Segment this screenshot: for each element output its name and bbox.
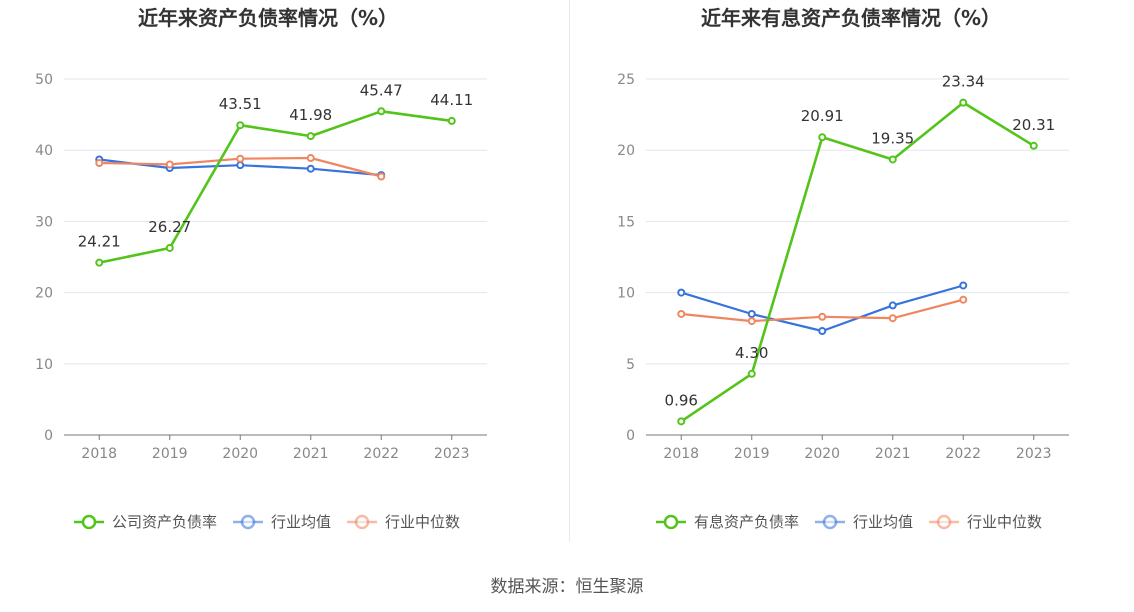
legend-marker (663, 514, 679, 530)
data-label: 43.51 (219, 95, 262, 113)
data-label: 45.47 (360, 81, 403, 99)
data-point (1029, 141, 1038, 150)
data-point (677, 417, 686, 426)
data-point (959, 295, 968, 304)
data-point (747, 309, 756, 318)
y-tick-label: 40 (35, 143, 53, 159)
legend-marker (354, 514, 370, 530)
data-label: 4.30 (735, 344, 768, 362)
data-point (377, 172, 386, 181)
data-label: 0.96 (665, 391, 698, 409)
legend-item-1: 有息资产负债率 (656, 513, 799, 531)
x-tick-label: 2022 (945, 446, 981, 462)
x-tick-label: 2023 (434, 446, 470, 462)
x-tick-label: 2019 (152, 446, 188, 462)
x-tick-label: 2018 (663, 446, 699, 462)
chart-title: 近年来资产负债率情况（%） (138, 6, 398, 30)
legend-item-2: 行业均值 (815, 513, 913, 531)
x-tick-label: 2019 (734, 446, 770, 462)
x-tick-label: 2021 (875, 446, 911, 462)
data-point (818, 133, 827, 142)
x-tick-label: 2020 (804, 446, 840, 462)
data-point (447, 116, 456, 125)
data-label: 41.98 (289, 106, 332, 124)
chart-title: 近年来有息资产负债率情况（%） (701, 6, 1001, 30)
y-tick-label: 50 (35, 72, 53, 88)
legend-label: 行业中位数 (967, 513, 1042, 531)
legend-marker (822, 514, 838, 530)
legend-label: 行业均值 (853, 513, 913, 531)
y-tick-label: 25 (617, 72, 635, 88)
data-source-note: 数据来源：恒生聚源 (490, 577, 644, 597)
y-tick-label: 0 (626, 428, 635, 444)
data-point (677, 288, 686, 297)
legend-item-2: 行业均值 (233, 513, 331, 531)
data-label: 20.31 (1012, 116, 1055, 134)
data-point (95, 258, 104, 267)
data-point (306, 154, 315, 163)
data-point (306, 164, 315, 173)
data-point (95, 159, 104, 168)
legend-label: 行业中位数 (385, 513, 460, 531)
data-point (818, 312, 827, 321)
data-label: 23.34 (942, 73, 985, 91)
y-tick-label: 10 (617, 286, 635, 302)
y-tick-label: 15 (617, 214, 635, 230)
series-line-1 (99, 110, 452, 264)
data-label: 44.11 (430, 91, 473, 109)
y-tick-label: 0 (44, 428, 53, 444)
data-label: 26.27 (148, 218, 191, 236)
data-point (959, 98, 968, 107)
data-point (377, 107, 386, 116)
legend-marker (81, 514, 97, 530)
x-tick-label: 2022 (363, 446, 399, 462)
data-point (236, 121, 245, 130)
data-point (747, 317, 756, 326)
data-label: 19.35 (871, 129, 914, 147)
legend-label: 有息资产负债率 (694, 513, 799, 531)
x-tick-label: 2020 (222, 446, 258, 462)
chart-1: 近年来资产负债率情况（%） 0 10 20 30 40 50 2018 2019 2020 2021… (35, 6, 487, 531)
data-label: 24.21 (78, 233, 121, 251)
legend-item-3: 行业中位数 (347, 513, 460, 531)
data-point (747, 369, 756, 378)
y-tick-label: 20 (617, 143, 635, 159)
data-point (888, 155, 897, 164)
chart-divider (569, 0, 570, 542)
data-point (236, 154, 245, 163)
data-point (888, 301, 897, 310)
data-point (677, 309, 686, 318)
legend-item-1: 公司资产负债率 (74, 513, 217, 531)
legend-marker (936, 514, 952, 530)
data-point (818, 327, 827, 336)
legend-item-3: 行业中位数 (929, 513, 1042, 531)
data-point (165, 160, 174, 169)
x-tick-label: 2023 (1016, 446, 1052, 462)
y-tick-label: 5 (626, 357, 635, 373)
x-tick-label: 2018 (81, 446, 117, 462)
x-tick-label: 2021 (293, 446, 329, 462)
legend-label: 行业均值 (271, 513, 331, 531)
data-label: 20.91 (801, 107, 844, 125)
data-point (888, 314, 897, 323)
data-point (959, 281, 968, 290)
legend-marker (240, 514, 256, 530)
data-point (236, 161, 245, 170)
data-point (165, 243, 174, 252)
chart-2: 近年来有息资产负债率情况（%） 0 5 10 15 20 25 2018 2019 2020 202… (617, 6, 1069, 531)
data-point (306, 132, 315, 141)
legend-label: 公司资产负债率 (112, 513, 217, 531)
y-tick-label: 20 (35, 286, 53, 302)
y-tick-label: 30 (35, 214, 53, 230)
series-line-1 (680, 101, 1035, 423)
y-tick-label: 10 (35, 357, 53, 373)
